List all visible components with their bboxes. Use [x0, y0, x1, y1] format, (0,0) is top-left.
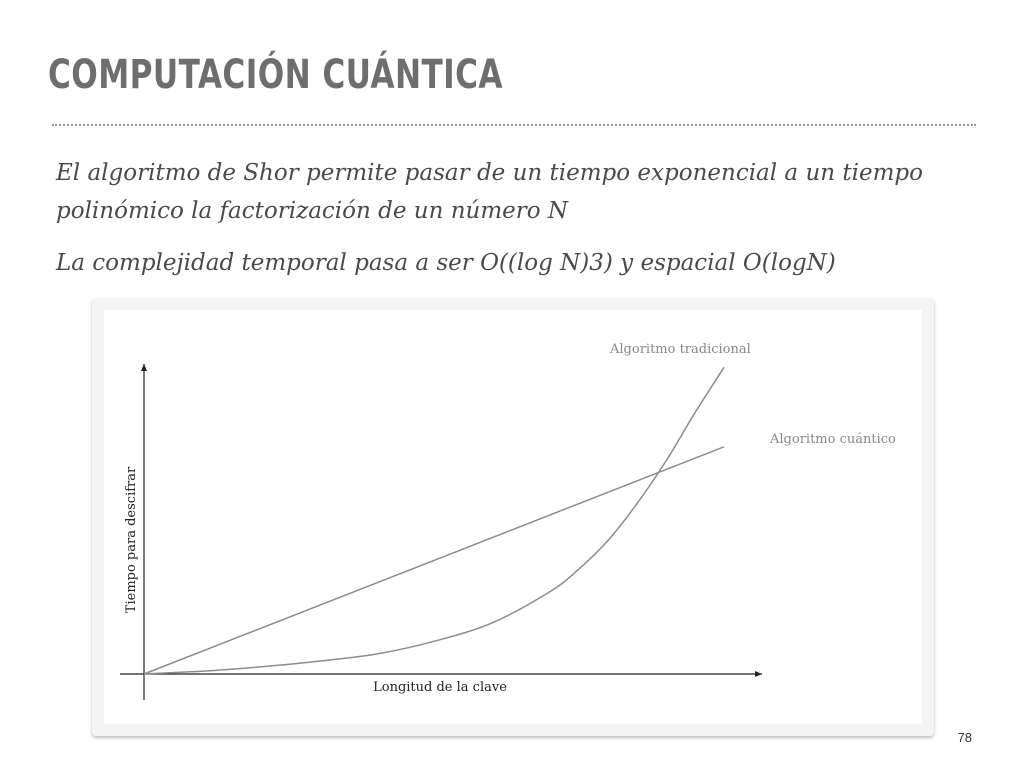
series-layer	[143, 366, 725, 675]
title-divider	[52, 124, 976, 126]
slide-title: COMPUTACIÓN CUÁNTICA	[48, 52, 503, 98]
series-line-traditional	[143, 366, 725, 675]
series-label-quantum: Algoritmo cuántico	[769, 432, 896, 447]
page-number: 78	[957, 730, 972, 745]
series-label-traditional: Algoritmo tradicional	[609, 342, 751, 357]
y-axis-label: Tiempo para descifrar	[124, 466, 139, 613]
x-axis-label: Longitud de la clave	[373, 680, 507, 695]
figure-frame: Longitud de la clave Tiempo para descifr…	[92, 298, 934, 736]
bullet-list: El algoritmo de Shor permite pasar de un…	[56, 154, 956, 296]
complexity-chart: Longitud de la clave Tiempo para descifr…	[120, 342, 896, 700]
bullet-item: La complejidad temporal pasa a ser O((lo…	[56, 250, 836, 276]
series-line-quantum	[143, 446, 725, 675]
figure-canvas: Longitud de la clave Tiempo para descifr…	[104, 310, 922, 724]
bullet-item: El algoritmo de Shor permite pasar de un…	[56, 160, 923, 224]
